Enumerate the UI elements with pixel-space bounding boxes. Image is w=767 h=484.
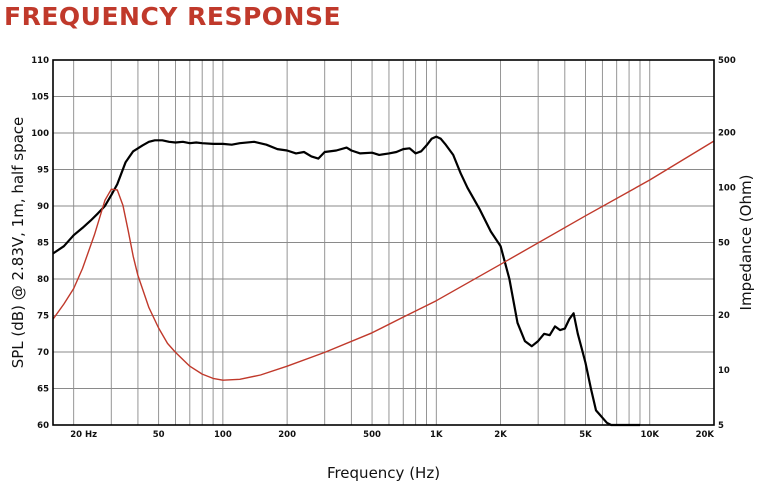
x-tick-label: 20K bbox=[696, 430, 715, 440]
x-tick-label: 1K bbox=[430, 430, 443, 440]
y-tick-label: 65 bbox=[37, 385, 49, 395]
x-tick-label: 200 bbox=[278, 430, 296, 440]
y2-tick-label: 200 bbox=[718, 129, 736, 139]
y2-tick-label: 20 bbox=[718, 311, 730, 321]
y-tick-label: 105 bbox=[31, 93, 49, 103]
y2-tick-label: 100 bbox=[718, 184, 736, 194]
impedance-line bbox=[52, 140, 715, 381]
y-tick-label: 70 bbox=[37, 348, 49, 358]
x-tick-label: 2K bbox=[494, 430, 507, 440]
y-axis-label: SPL (dB) @ 2.83V, 1m, half space bbox=[9, 117, 27, 369]
y2-tick-label: 5 bbox=[718, 421, 724, 431]
y-tick-label: 90 bbox=[37, 202, 49, 212]
plot-frame bbox=[52, 59, 715, 426]
y-tick-label: 95 bbox=[37, 166, 49, 176]
y-tick-label: 80 bbox=[37, 275, 49, 285]
x-axis-label: Frequency (Hz) bbox=[327, 464, 440, 482]
y2-tick-label: 10 bbox=[718, 366, 730, 376]
x-tick-label: 500 bbox=[363, 430, 381, 440]
series-lines bbox=[52, 135, 715, 427]
x-tick-label: 5K bbox=[579, 430, 592, 440]
y2-tick-label: 50 bbox=[718, 239, 730, 249]
grid bbox=[53, 59, 715, 426]
chart-title: FREQUENCY RESPONSE bbox=[4, 2, 342, 31]
y-tick-label: 75 bbox=[37, 312, 49, 322]
y-tick-label: 110 bbox=[31, 56, 49, 66]
y-tick-label: 100 bbox=[31, 129, 49, 139]
y-tick-label: 85 bbox=[37, 239, 49, 249]
x-tick-label: 50 bbox=[153, 430, 165, 440]
spl-response-line bbox=[52, 135, 640, 427]
x-tick-label: 10K bbox=[641, 430, 660, 440]
y-tick-label: 60 bbox=[37, 421, 49, 431]
x-tick-label: 100 bbox=[214, 430, 232, 440]
y2-axis-label: Impedance (Ohm) bbox=[737, 175, 755, 311]
y2-tick-label: 500 bbox=[718, 56, 736, 66]
x-tick-label: 20 Hz bbox=[70, 430, 97, 440]
